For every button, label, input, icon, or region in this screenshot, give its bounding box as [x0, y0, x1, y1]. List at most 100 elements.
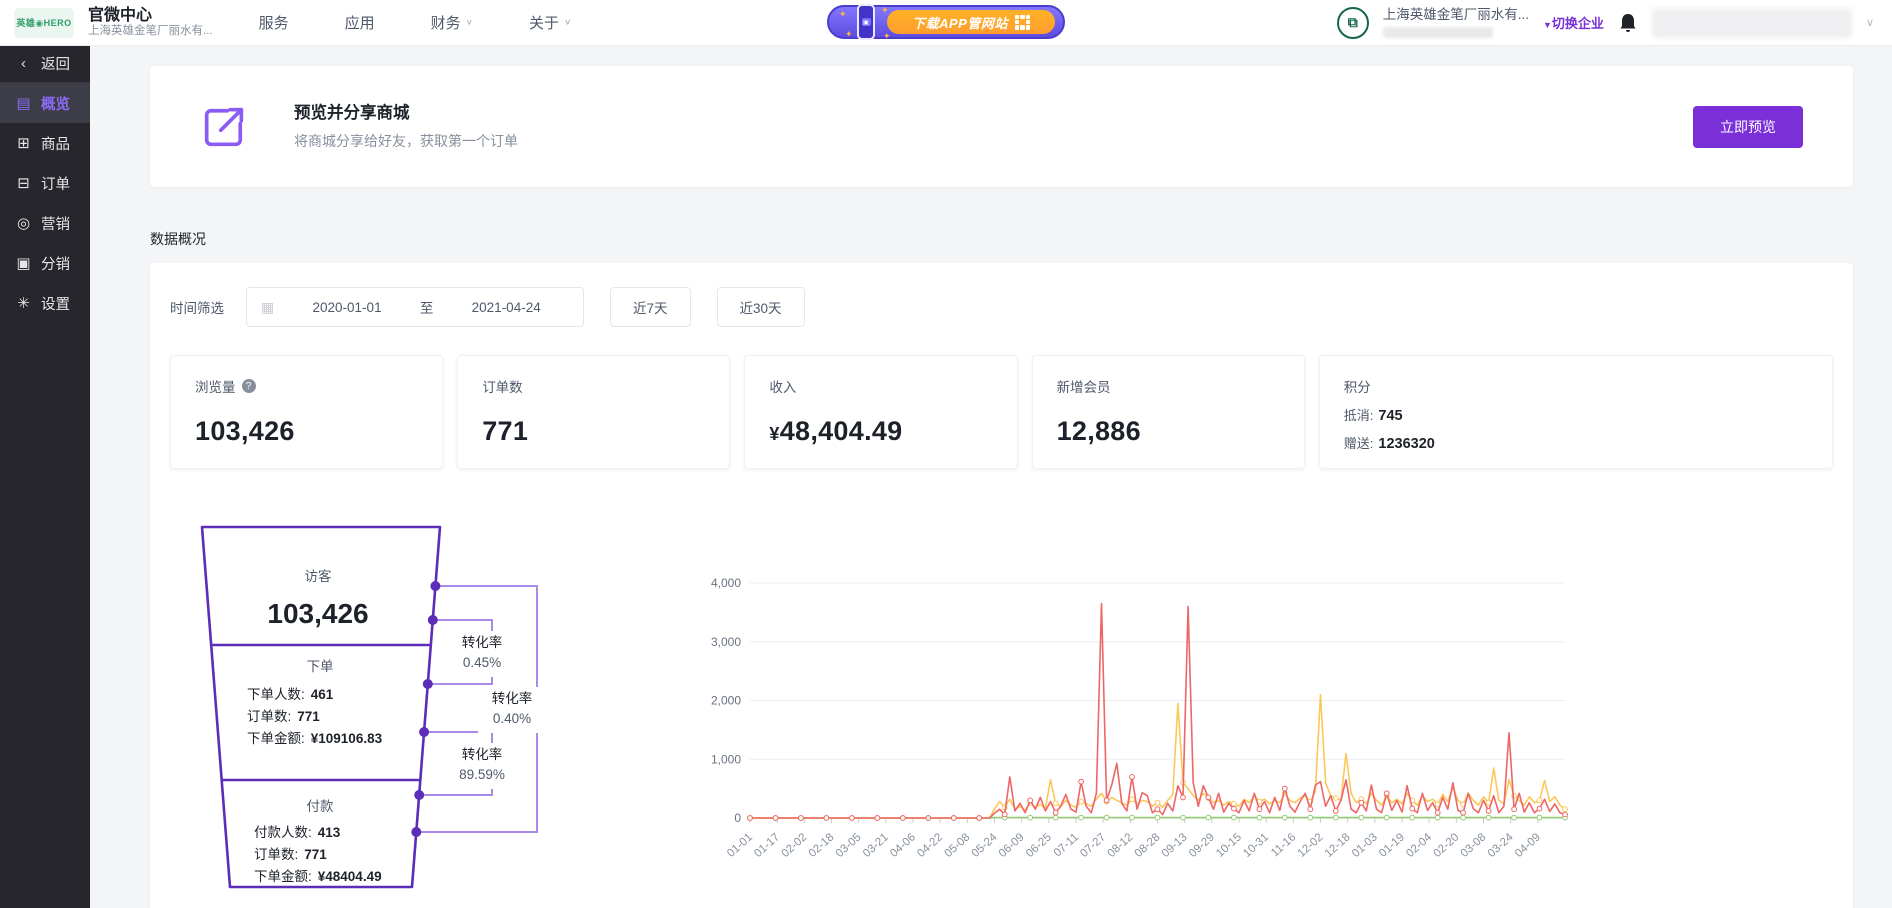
funnel-stage1-value: 103,426 — [267, 598, 368, 629]
top-header: 英雄◉HERO 官微中心 上海英雄金笔厂丽水有... 服务 应用 财务 ∨ 关于 ∨… — [0, 0, 1892, 45]
triangle-down-icon: ▼ — [1543, 20, 1552, 30]
sparkle-icon: ✦ — [839, 9, 847, 19]
stat-value: 103,426 — [195, 416, 295, 446]
svg-text:03-21: 03-21 — [861, 831, 891, 860]
sparkle-icon: ✦ — [845, 29, 853, 39]
funnel-stage3-row2: 订单数: 771 — [254, 847, 327, 862]
sidebar-item-goods[interactable]: ⊞ 商品 — [0, 123, 90, 163]
stat-label: 浏览量 — [195, 380, 236, 395]
svg-text:03-24: 03-24 — [1486, 831, 1516, 860]
nav-item-apps[interactable]: 应用 — [344, 15, 375, 32]
svg-text:10-15: 10-15 — [1214, 831, 1244, 860]
company-block: 上海英雄金笔厂丽水有... — [1382, 7, 1529, 38]
date-range-input[interactable]: ▦ 2020-01-01 至 2021-04-24 — [246, 287, 584, 327]
sparkle-icon: ✦ — [881, 5, 889, 15]
svg-text:03-05: 03-05 — [834, 831, 864, 860]
svg-text:04-22: 04-22 — [915, 831, 945, 860]
goods-icon: ⊞ — [17, 135, 30, 152]
chevron-down-icon: ∨ — [563, 18, 572, 27]
svg-text:08-12: 08-12 — [1105, 831, 1135, 860]
download-app-banner[interactable]: ✦ ✦ ✦ ✦ ▣ 下载APP管网站 — [827, 4, 1065, 41]
preview-now-button[interactable]: 立即预览 — [1693, 105, 1803, 148]
marketing-icon: ◎ — [16, 215, 31, 232]
calendar-icon: ▦ — [261, 298, 275, 315]
funnel-stage3-row3: 下单金额: ¥48404.49 — [254, 869, 382, 884]
funnel-stage2-row1: 下单人数: 461 — [247, 687, 334, 702]
svg-text:02-20: 02-20 — [1431, 831, 1461, 860]
start-date-value[interactable]: 2020-01-01 — [312, 299, 382, 315]
funnel-stage1-title: 访客 — [305, 568, 332, 584]
svg-text:11-16: 11-16 — [1269, 831, 1298, 859]
header-right: ⧉ 上海英雄金笔厂丽水有... ▼切换企业 ∨ — [1336, 6, 1874, 39]
conversion-3-value: 89.59% — [459, 767, 505, 782]
trend-chart-svg[interactable]: 0 1,000 2,000 3,000 4,000 01-0101-1702-0202-1… — [692, 571, 1632, 876]
end-date-value[interactable]: 2021-04-24 — [471, 299, 541, 315]
svg-text:07-11: 07-11 — [1052, 831, 1081, 859]
sparkle-icon: ✦ — [883, 31, 891, 41]
section-title: 数据概况 — [150, 231, 206, 247]
preview-texts: 预览并分享商城 将商城分享给好友，获取第一个订单 — [294, 101, 518, 153]
switch-company-link[interactable]: ▼切换企业 — [1543, 16, 1604, 31]
company-logo-icon: ⧉ — [1336, 6, 1369, 39]
conversion-2-value: 0.40% — [493, 711, 531, 726]
stat-label: 积分 — [1343, 380, 1371, 395]
nav-item-about[interactable]: 关于 ∨ — [528, 15, 572, 32]
chevron-down-icon[interactable]: ∨ — [1865, 17, 1874, 29]
stat-label: 收入 — [769, 380, 797, 395]
phone-icon: ▣ — [857, 4, 875, 40]
svg-text:06-25: 06-25 — [1024, 831, 1054, 860]
conversion-funnel: 转化率 0.45% 转化率 0.40% 转化率 89.59% 访客 103,42… — [192, 519, 557, 904]
chevron-left-icon: ‹ — [21, 55, 26, 72]
date-separator: 至 — [419, 301, 434, 316]
sidebar-item-settings[interactable]: ✳ 设置 — [0, 283, 90, 323]
time-filter-row: 时间筛选 ▦ 2020-01-01 至 2021-04-24 近7天 近30天 — [170, 287, 1833, 327]
stat-value: ¥48,404.49 — [769, 416, 903, 446]
svg-text:05-08: 05-08 — [942, 831, 972, 860]
overview-icon: ▤ — [16, 95, 31, 112]
nav-item-services[interactable]: 服务 — [258, 15, 289, 32]
redacted-account-info — [1651, 7, 1852, 38]
svg-text:12-02: 12-02 — [1296, 831, 1326, 860]
stat-card-new-members: 新增会员 12,886 — [1031, 355, 1305, 469]
top-nav: 服务 应用 财务 ∨ 关于 ∨ — [259, 12, 572, 33]
svg-text:02-02: 02-02 — [779, 831, 809, 860]
share-preview-icon — [204, 107, 244, 146]
sidebar-back-button[interactable]: ‹ 返回 — [0, 45, 90, 83]
last-7-days-button[interactable]: 近7天 — [610, 287, 691, 327]
svg-text:4,000: 4,000 — [711, 576, 741, 590]
svg-text:01-01: 01-01 — [725, 831, 755, 860]
stat-value: 12,886 — [1056, 416, 1141, 446]
help-icon[interactable]: ? — [241, 379, 256, 393]
orders-icon: ⊟ — [17, 175, 30, 192]
funnel-stage3-title: 付款 — [307, 799, 334, 814]
notification-bell-icon[interactable] — [1618, 12, 1638, 34]
svg-text:3,000: 3,000 — [711, 635, 741, 649]
main-content: 预览并分享商城 将商城分享给好友，获取第一个订单 立即预览 数据概况 时间筛选 … — [90, 45, 1892, 908]
conversion-3-label: 转化率 — [462, 746, 503, 762]
sidebar-item-marketing[interactable]: ◎ 营销 — [16, 215, 70, 233]
filter-label: 时间筛选 — [170, 301, 224, 316]
qr-code-icon — [1014, 14, 1030, 30]
sidebar-item-orders[interactable]: ⊟ 订单 — [0, 163, 90, 203]
visualizations-row: 转化率 0.45% 转化率 0.40% 转化率 89.59% 访客 103,42… — [170, 519, 1833, 904]
stat-card-points: 积分 抵消: 745 赠送: 1236320 — [1318, 355, 1833, 469]
svg-text:06-09: 06-09 — [997, 831, 1027, 860]
trend-chart[interactable]: 0 1,000 2,000 3,000 4,000 01-01 01-17 02-02 02-1… — [692, 571, 1632, 881]
last-30-days-button[interactable]: 近30天 — [716, 287, 805, 327]
svg-text:07-27: 07-27 — [1078, 831, 1108, 860]
points-deducted-row: 抵消: 745 — [1343, 408, 1403, 424]
svg-text:0: 0 — [734, 811, 741, 825]
sidebar-item-distribution[interactable]: ▣ 分销 — [16, 255, 70, 273]
sidebar: ‹ 返回 ▤ 概览 ⊞ 商品 ⊟ 订单 ◎ 营销 ▣ 分销 ✳ 设置 — [0, 45, 90, 908]
brand-logo: 英雄◉HERO — [14, 7, 74, 38]
conversion-1-label: 转化率 — [462, 634, 503, 650]
funnel-stage2-row2: 订单数: 771 — [247, 709, 320, 724]
stat-card-revenue: 收入 ¥48,404.49 — [744, 355, 1018, 469]
svg-text:03-08: 03-08 — [1459, 831, 1489, 860]
svg-text:04-06: 04-06 — [888, 831, 918, 860]
svg-text:01-03: 01-03 — [1350, 831, 1380, 860]
sidebar-item-overview[interactable]: ▤ 概览 — [0, 83, 90, 123]
nav-item-finance[interactable]: 财务 ∨ — [430, 15, 473, 32]
preview-subtitle: 将商城分享给好友，获取第一个订单 — [294, 133, 518, 150]
svg-text:09-13: 09-13 — [1160, 831, 1190, 860]
